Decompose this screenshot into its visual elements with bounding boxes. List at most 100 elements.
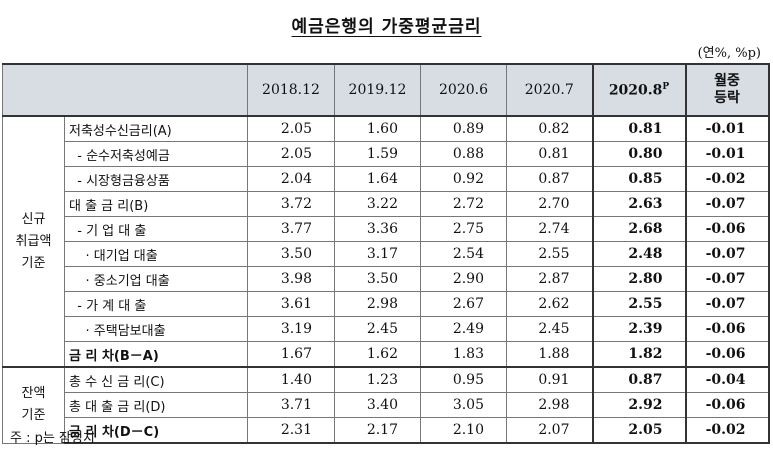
rate-cell: 3.61 (247, 291, 335, 317)
rate-cell: 3.50 (334, 266, 421, 292)
row-label: 대 출 금 리(B) (64, 191, 248, 217)
rate-cell: 2.72 (420, 191, 507, 217)
change-cell: -0.06 (684, 216, 770, 242)
rate-cell: 0.87 (506, 166, 593, 192)
row-label: - 순수저축성예금 (64, 141, 248, 167)
rate-cell: 0.85 (591, 166, 687, 192)
rate-cell: 3.40 (334, 392, 421, 418)
rate-cell: 0.92 (420, 166, 507, 192)
table-row: 신규 취급액 기준 저축성수신금리(A) 2.05 1.60 0.89 0.82 0.81-… (2, 115, 770, 368)
rate-cell: 2.04 (247, 166, 335, 192)
group-label: 잔액 기준 (2, 366, 65, 444)
change-cell: -0.01 (684, 115, 770, 142)
rate-cell: 2.98 (506, 392, 593, 418)
rate-cell: 2.39 (591, 316, 687, 342)
rate-cell: 2.75 (420, 216, 507, 242)
row-label: - 시장형금융상품 (64, 166, 248, 192)
group-label: 신규 취급액 기준 (2, 115, 65, 368)
rate-cell: 0.95 (420, 366, 507, 393)
rate-cell: 2.55 (506, 241, 593, 267)
rate-cell: 2.90 (420, 266, 507, 292)
row-label: 총 수 신 금 리(C) (64, 366, 248, 393)
rate-cell: 2.45 (506, 316, 593, 342)
footnote: 주 : p는 잠정치 (10, 431, 95, 446)
rate-cell: 1.60 (334, 115, 421, 142)
rate-cell: 2.70 (506, 191, 593, 217)
rate-cell: 2.74 (506, 216, 593, 242)
rate-cell: 3.72 (247, 191, 335, 217)
rate-cell: 3.19 (247, 316, 335, 342)
table-row: · 중소기업 대출 3.98 3.50 2.90 2.87 2.80 -0.07 (3, 266, 770, 292)
row-label: · 대기업 대출 (64, 241, 248, 267)
rate-cell: 0.81 (591, 115, 687, 142)
rate-cell: 0.89 (420, 115, 507, 142)
rate-cell: 2.80 (591, 266, 687, 292)
rate-cell: 2.05 (247, 141, 335, 167)
row-label: 금 리 차(D－C) (64, 417, 248, 444)
change-cell: -0.02 (684, 166, 770, 192)
rate-cell: 3.50 (247, 241, 335, 267)
rate-cell: 1.59 (334, 141, 421, 167)
rate-cell: 2.87 (506, 266, 593, 292)
rate-cell: 0.80 (591, 141, 687, 167)
rate-cell: 2.92 (591, 392, 687, 418)
rate-cell: 2.05 (247, 115, 335, 142)
rate-cell: 3.36 (334, 216, 421, 242)
table-row: - 가 계 대 출 3.61 2.98 2.67 2.62 2.55 -0.07 (3, 291, 770, 317)
change-cell: -0.07 (684, 266, 770, 292)
interest-rate-table: 2018.12 2019.12 2020.6 2020.7 2020.8P 월중… (2, 63, 770, 444)
rate-cell: 0.88 (420, 141, 507, 167)
rate-cell: 1.62 (334, 341, 421, 368)
rate-cell: 2.67 (420, 291, 507, 317)
rate-cell: 1.67 (247, 341, 335, 368)
rate-cell: 1.23 (334, 366, 421, 393)
row-label: 금 리 차(B－A) (64, 341, 248, 368)
table-row: 대 출 금 리(B) 3.72 3.22 2.72 2.70 2.63 -0.07 (3, 191, 770, 217)
row-label: · 중소기업 대출 (64, 266, 248, 292)
header-corner (2, 63, 248, 117)
table-row: - 기 업 대 출 3.77 3.36 2.75 2.74 2.68 -0.06 (3, 216, 770, 242)
table-row: - 시장형금융상품 2.04 1.64 0.92 0.87 0.85 -0.02 (3, 166, 770, 192)
rate-cell: 2.48 (591, 241, 687, 267)
rate-cell: 3.17 (334, 241, 421, 267)
rate-cell: 0.87 (591, 366, 687, 393)
change-cell: -0.06 (684, 392, 770, 418)
rate-cell: 1.64 (334, 166, 421, 192)
rate-cell: 1.82 (591, 341, 687, 368)
rate-cell: 2.63 (591, 191, 687, 217)
rate-cell: 2.54 (420, 241, 507, 267)
column-header-current-label: 2020.8 (608, 82, 663, 99)
rate-cell: 2.49 (420, 316, 507, 342)
table-row: · 주택담보대출 3.19 2.45 2.49 2.45 2.39 -0.06 (3, 316, 770, 342)
rate-cell: 0.82 (506, 115, 593, 142)
change-cell: -0.07 (684, 291, 770, 317)
rate-cell: 2.68 (591, 216, 687, 242)
rate-cell: 2.17 (334, 417, 421, 444)
rate-cell: 1.83 (420, 341, 507, 368)
rate-cell: 3.71 (247, 392, 335, 418)
row-label: 총 대 출 금 리(D) (64, 392, 248, 418)
row-label: - 가 계 대 출 (64, 291, 248, 317)
column-header-current: 2020.8P (591, 63, 687, 117)
unit-label: (연%, %p) (697, 46, 761, 61)
page-title: 예금은행의 가중평균금리 (291, 17, 482, 37)
rate-cell: 3.22 (334, 191, 421, 217)
change-cell: -0.04 (684, 366, 770, 393)
change-cell: -0.07 (684, 241, 770, 267)
table-row: 금 리 차(D－C) 2.31 2.17 2.10 2.07 2.05 -0.02 (3, 417, 770, 444)
row-label: - 기 업 대 출 (64, 216, 248, 242)
change-cell: -0.06 (684, 341, 770, 368)
table-row: 총 대 출 금 리(D) 3.71 3.40 3.05 2.98 2.92 -0.06 (3, 392, 770, 418)
preliminary-mark: P (662, 81, 670, 92)
table-row: · 대기업 대출 3.50 3.17 2.54 2.55 2.48 -0.07 (3, 241, 770, 267)
row-label: · 주택담보대출 (64, 316, 248, 342)
rate-cell: 0.91 (506, 366, 593, 393)
column-header: 2020.7 (506, 63, 593, 117)
column-header-change: 월중 등락 (684, 63, 770, 117)
table-row: - 순수저축성예금 2.05 1.59 0.88 0.81 0.80 -0.01 (3, 141, 770, 167)
table-row: 잔액 기준 총 수 신 금 리(C) 1.40 1.23 0.95 0.91 0.87 -0.… (2, 366, 770, 444)
rate-cell: 2.07 (506, 417, 593, 444)
column-header: 2020.6 (420, 63, 507, 117)
rate-cell: 2.55 (591, 291, 687, 317)
rate-cell: 0.81 (506, 141, 593, 167)
